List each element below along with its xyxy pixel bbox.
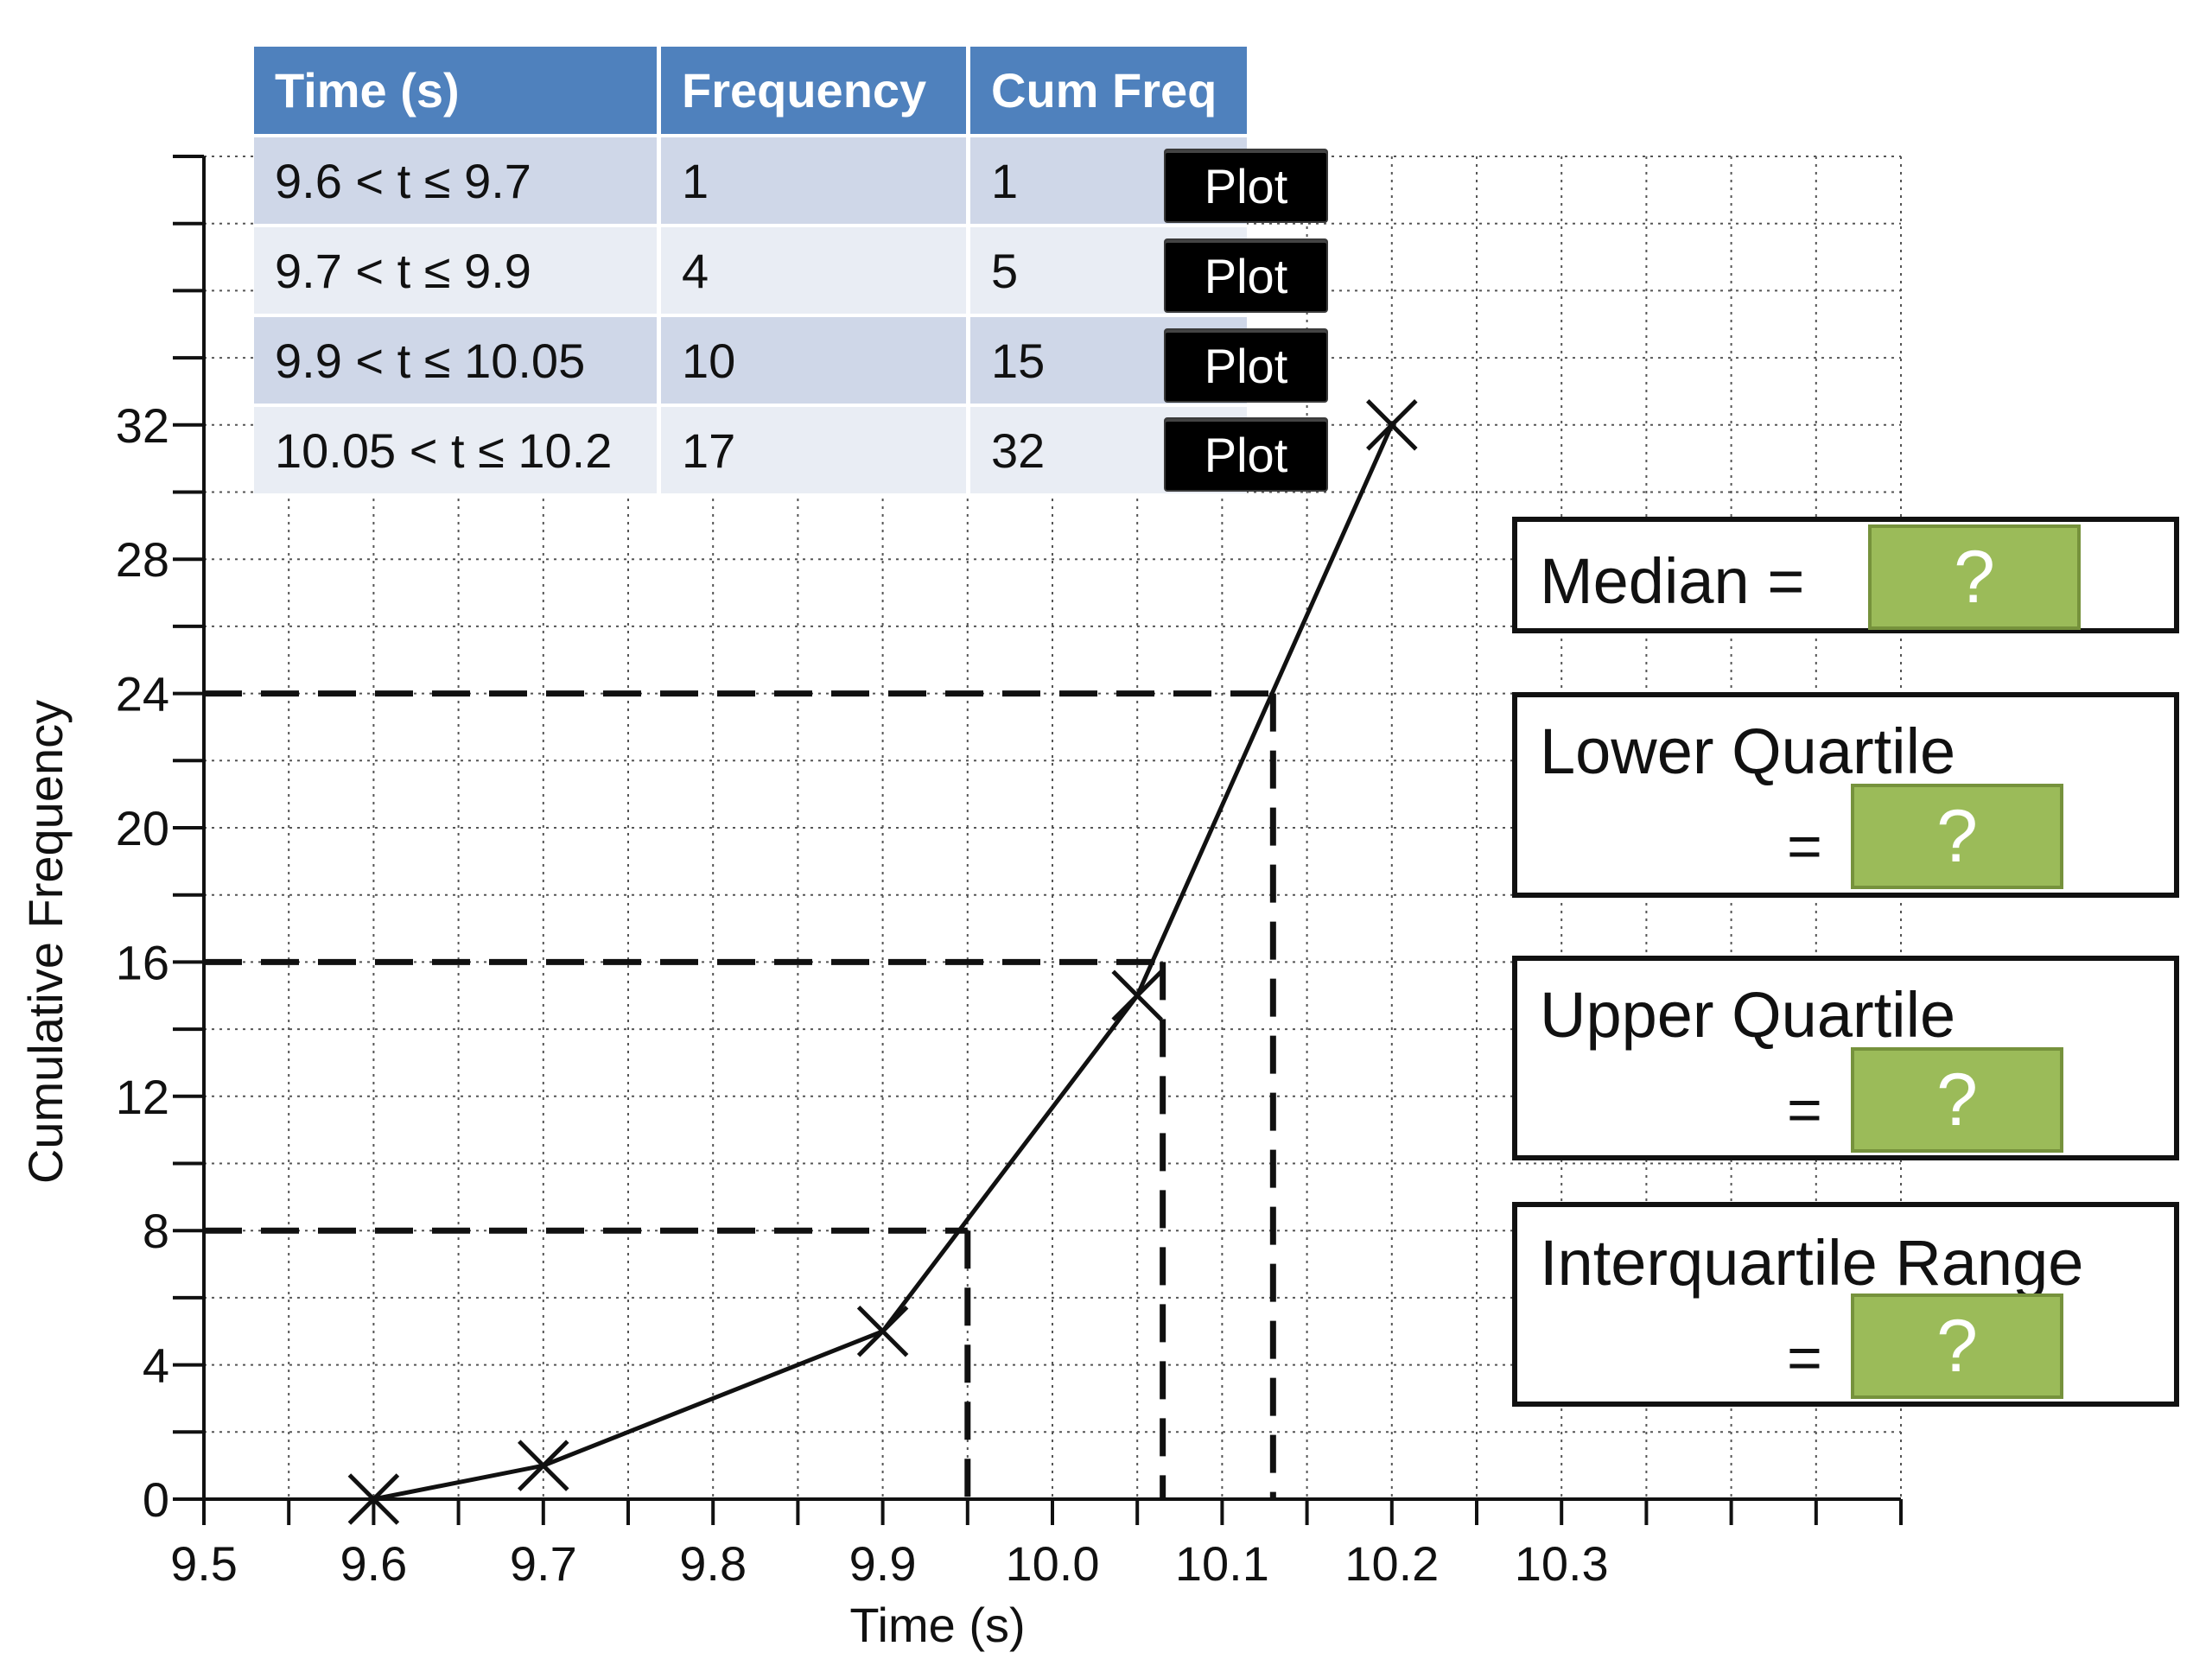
- data-point-marker: [856, 1305, 909, 1357]
- tick-labels: 9.5 9.6 9.7 9.8 9.9 10.0 10.1 10.2 10.3 0 4 8 12 16 20…: [116, 398, 1609, 1591]
- y-tick-label: 0: [143, 1472, 169, 1527]
- upper-quartile-label: Upper Quartile: [1540, 979, 1956, 1051]
- plot-button-row-4[interactable]: Plot: [1164, 417, 1328, 492]
- x-axis-label: Time (s): [849, 1598, 1025, 1652]
- y-tick-label: 12: [116, 1070, 169, 1124]
- x-tick-label: 9.5: [170, 1536, 238, 1591]
- iqr-answer-button[interactable]: ?: [1851, 1294, 2063, 1399]
- table-row: 9.6 < t ≤ 9.7 1 1: [254, 134, 1247, 224]
- lower-quartile-answer-button[interactable]: ?: [1851, 784, 2063, 889]
- header-time: Time (s): [254, 47, 661, 134]
- reading-lines: [204, 690, 1276, 1499]
- frequency-cell: 1: [661, 134, 970, 224]
- interval-cell: 9.9 < t ≤ 10.05: [254, 314, 661, 404]
- marker-stroke: [1366, 399, 1418, 451]
- iqr-label: Interquartile Range: [1540, 1227, 2084, 1299]
- x-tick-label: 10.0: [1006, 1536, 1100, 1591]
- iqr-box: Interquartile Range = ?: [1512, 1202, 2179, 1407]
- marker-stroke: [518, 1440, 569, 1491]
- table-row: 9.9 < t ≤ 10.05 10 15: [254, 314, 1247, 404]
- header-cum-freq: Cum Freq: [970, 47, 1247, 134]
- y-tick-label: 28: [116, 532, 169, 587]
- marker-stroke: [347, 1473, 400, 1525]
- y-tick-label: 32: [116, 398, 169, 453]
- header-frequency: Frequency: [661, 47, 970, 134]
- iqr-equals: =: [1787, 1324, 1822, 1391]
- plot-button-row-1[interactable]: Plot: [1164, 149, 1328, 223]
- lower-quartile-box: Lower Quartile = ?: [1512, 692, 2179, 898]
- y-tick-label: 24: [116, 667, 169, 721]
- y-axis-label: Cumulative Frequency: [18, 700, 73, 1184]
- frequency-cell: 4: [661, 224, 970, 314]
- interval-cell: 9.7 < t ≤ 9.9: [254, 224, 661, 314]
- median-box: Median = ?: [1512, 517, 2179, 633]
- ticks: [173, 155, 1903, 1525]
- x-tick-label: 9.7: [510, 1536, 577, 1591]
- upper-quartile-box: Upper Quartile = ?: [1512, 956, 2179, 1160]
- plot-button-row-2[interactable]: Plot: [1164, 238, 1328, 313]
- marker-stroke: [1111, 969, 1163, 1022]
- data-point-marker: [1111, 969, 1163, 1022]
- interval-cell: 9.6 < t ≤ 9.7: [254, 134, 661, 224]
- y-tick-label: 8: [143, 1204, 169, 1258]
- table-row: 9.7 < t ≤ 9.9 4 5: [254, 224, 1247, 314]
- x-tick-label: 10.2: [1344, 1536, 1439, 1591]
- plot-button-row-3[interactable]: Plot: [1164, 328, 1328, 403]
- data-point-marker: [518, 1440, 569, 1491]
- frequency-cell: 10: [661, 314, 970, 404]
- series: [347, 399, 1418, 1525]
- x-tick-label: 9.9: [849, 1536, 917, 1591]
- table-header-row: Time (s) Frequency Cum Freq: [254, 47, 1247, 134]
- upper-quartile-equals: =: [1787, 1076, 1822, 1143]
- median-label: Median =: [1540, 545, 1805, 617]
- x-tick-label: 10.3: [1515, 1536, 1609, 1591]
- interval-cell: 10.05 < t ≤ 10.2: [254, 404, 661, 493]
- y-tick-label: 20: [116, 801, 169, 855]
- lower-quartile-equals: =: [1787, 812, 1822, 880]
- y-tick-label: 4: [143, 1338, 169, 1393]
- upper-quartile-answer-button[interactable]: ?: [1851, 1047, 2063, 1153]
- median-answer-button[interactable]: ?: [1868, 524, 2081, 630]
- x-tick-label: 9.6: [340, 1536, 407, 1591]
- x-tick-label: 9.8: [679, 1536, 747, 1591]
- y-tick-label: 16: [116, 935, 169, 989]
- table-row: 10.05 < t ≤ 10.2 17 32: [254, 404, 1247, 493]
- frequency-cell: 17: [661, 404, 970, 493]
- data-point-marker: [347, 1473, 400, 1525]
- x-tick-label: 10.1: [1175, 1536, 1269, 1591]
- marker-stroke: [856, 1305, 909, 1357]
- lower-quartile-label: Lower Quartile: [1540, 715, 1956, 787]
- frequency-table: Time (s) Frequency Cum Freq 9.6 < t ≤ 9.…: [254, 47, 1247, 493]
- data-point-marker: [1366, 399, 1418, 451]
